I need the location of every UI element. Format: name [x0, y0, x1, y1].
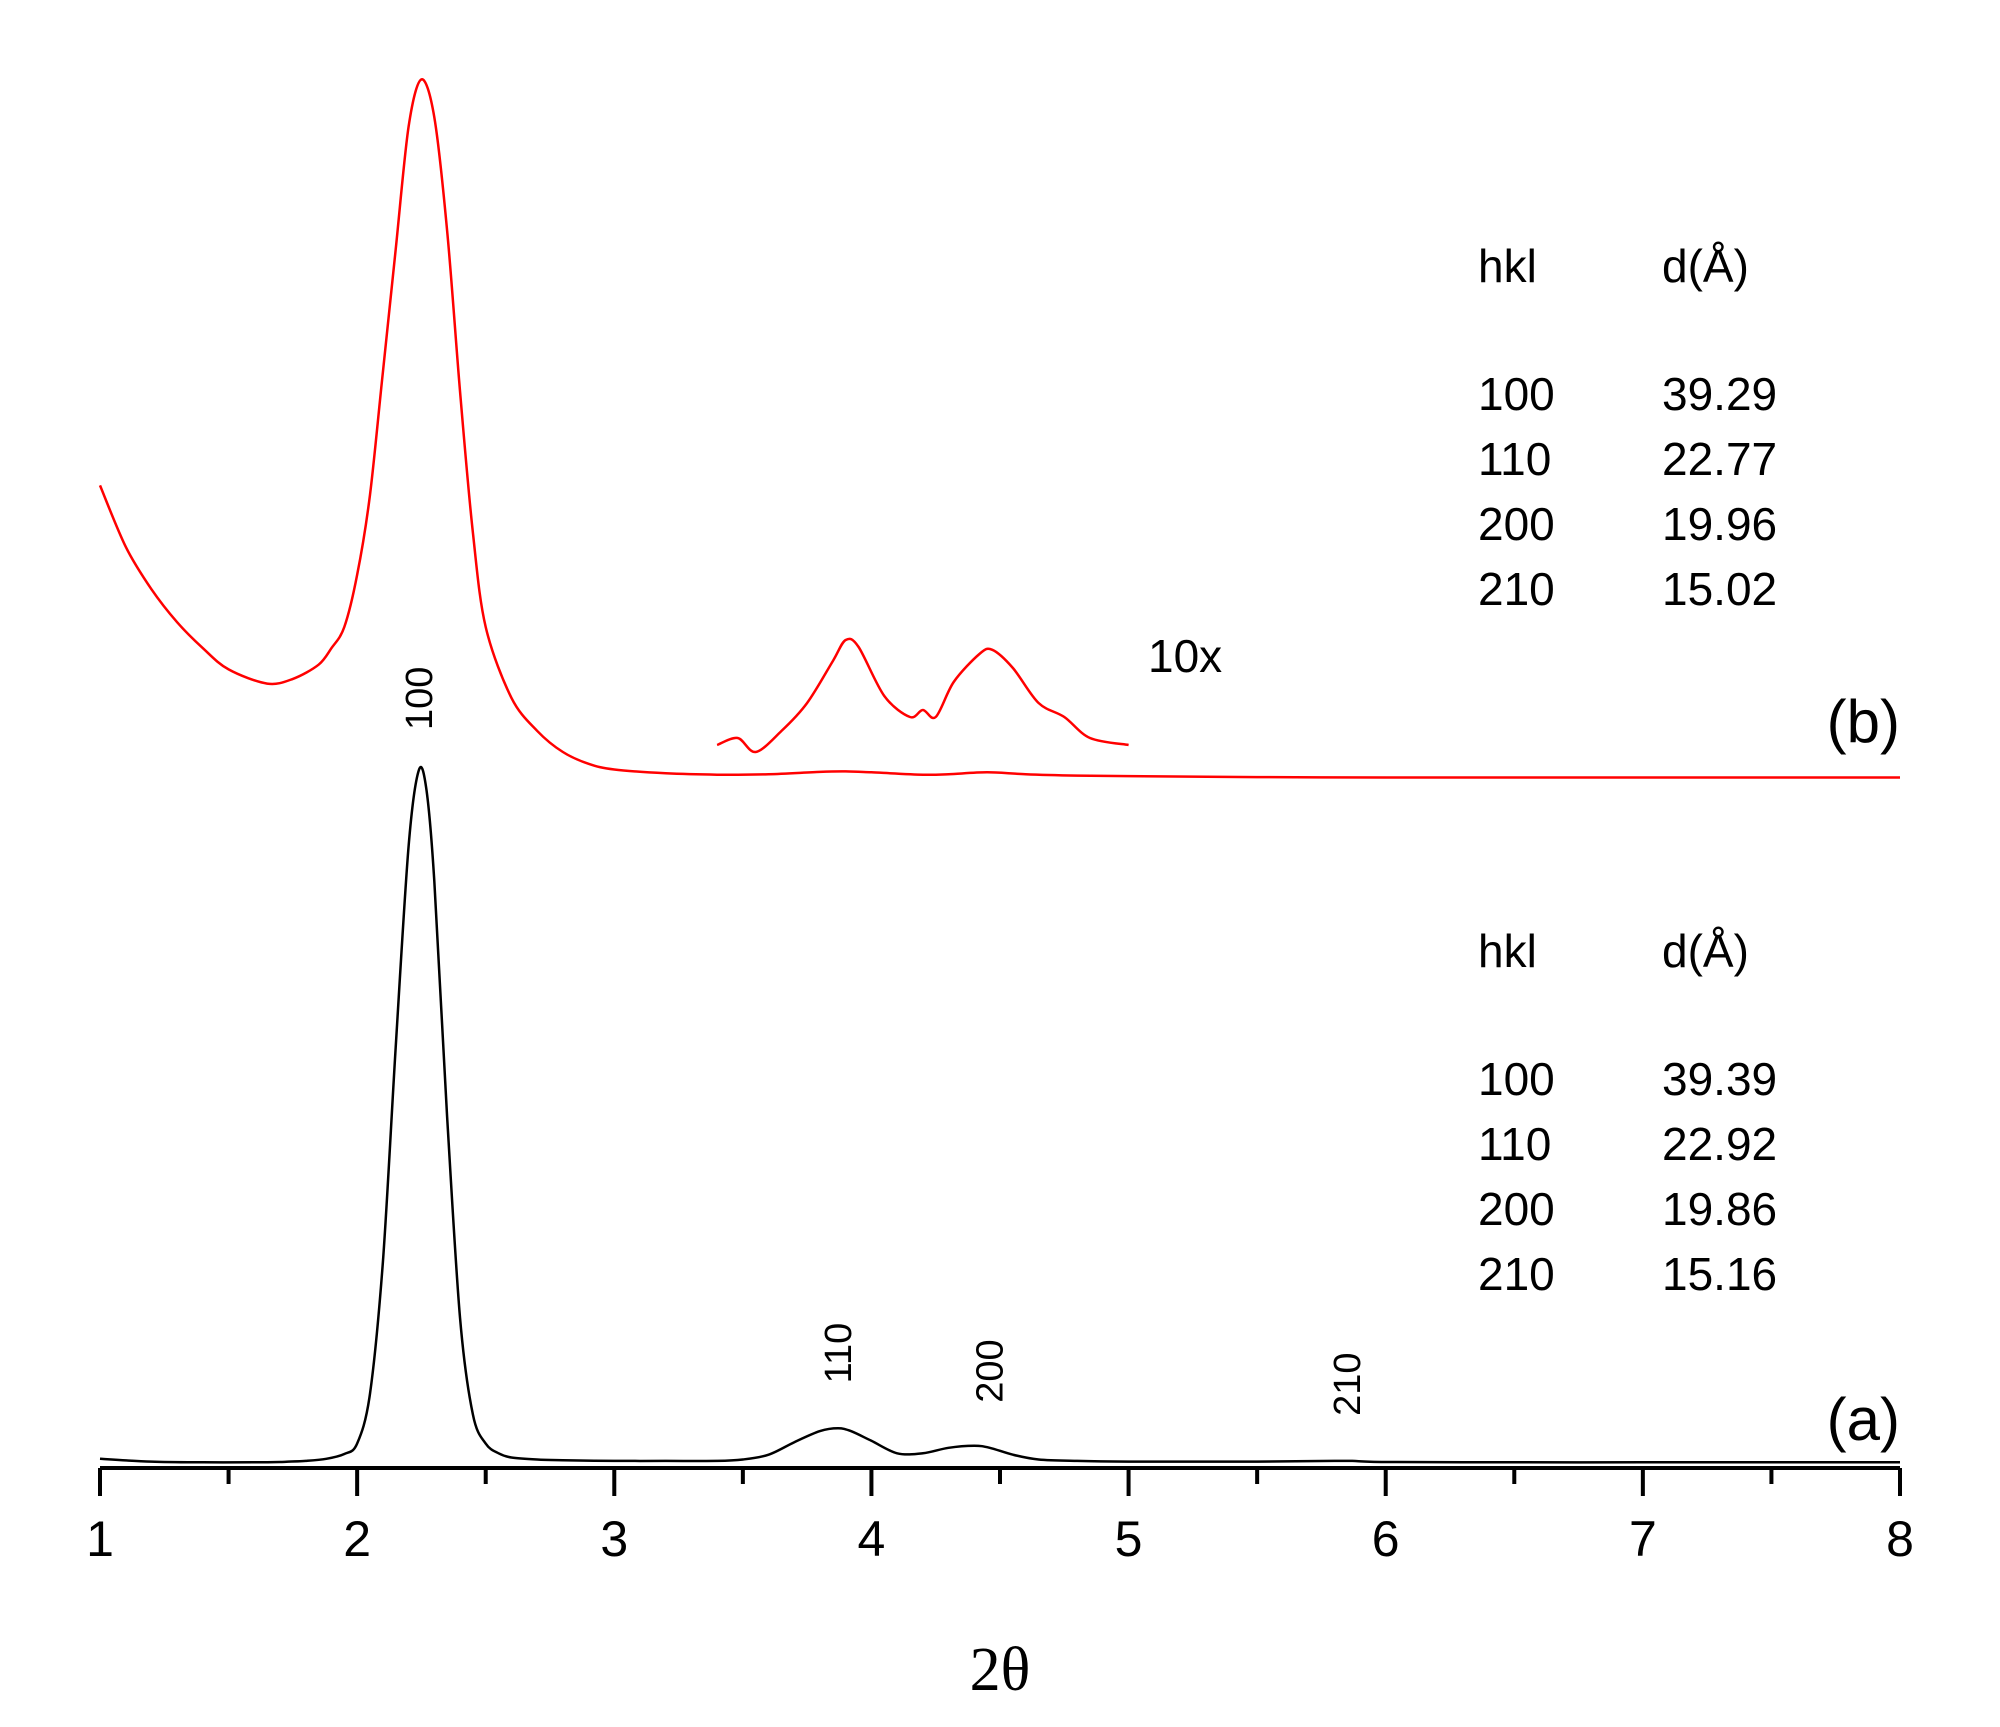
table-a-hkl: 100 — [1478, 1053, 1555, 1105]
x-tick-label: 4 — [858, 1511, 886, 1567]
table-a-hkl: 200 — [1478, 1183, 1555, 1235]
table-b: hkl d(Å) 100 39.29 110 22.77 200 19.96 2… — [1478, 240, 1777, 615]
table-a-hkl: 110 — [1478, 1118, 1551, 1170]
curves-layer — [98, 78, 1900, 1464]
table-b-header-hkl: hkl — [1478, 240, 1537, 292]
table-b-hkl: 110 — [1478, 433, 1551, 485]
table-b-d: 19.96 — [1662, 498, 1777, 550]
table-b-d: 39.29 — [1662, 368, 1777, 420]
peak-label: 100 — [399, 667, 441, 730]
table-a: hkl d(Å) 100 39.39 110 22.92 200 19.86 2… — [1478, 925, 1777, 1300]
magnification-label: 10x — [1148, 630, 1222, 682]
series-line-1 — [98, 78, 1900, 779]
table-a-d: 15.16 — [1662, 1248, 1777, 1300]
table-b-header-d: d(Å) — [1662, 240, 1749, 292]
table-a-d: 22.92 — [1662, 1118, 1777, 1170]
curve-label-a: (a) — [1827, 1386, 1900, 1453]
peak-label: 210 — [1327, 1353, 1369, 1416]
table-b-d: 15.02 — [1662, 563, 1777, 615]
table-b-hkl: 200 — [1478, 498, 1555, 550]
x-axis-label: 2θ — [970, 1636, 1031, 1704]
series-line-2 — [716, 637, 1129, 754]
x-tick-label: 3 — [600, 1511, 628, 1567]
x-tick-label: 1 — [86, 1511, 114, 1567]
x-tick-label: 7 — [1629, 1511, 1657, 1567]
table-a-hkl: 210 — [1478, 1248, 1555, 1300]
table-b-d: 22.77 — [1662, 433, 1777, 485]
series-line-0 — [99, 765, 1900, 1464]
x-tick-label: 2 — [343, 1511, 371, 1567]
x-tick-label: 5 — [1115, 1511, 1143, 1567]
x-axis: 1 2 3 4 5 6 7 8 — [86, 1466, 1914, 1567]
x-tick-label: 8 — [1886, 1511, 1914, 1567]
peak-label: 200 — [970, 1339, 1012, 1402]
peak-labels: 100 110 200 210 — [399, 667, 1369, 1416]
table-a-header-hkl: hkl — [1478, 925, 1537, 977]
table-a-d: 19.86 — [1662, 1183, 1777, 1235]
curve-label-b: (b) — [1827, 688, 1900, 755]
table-b-hkl: 100 — [1478, 368, 1555, 420]
peak-label: 110 — [818, 1323, 860, 1384]
table-a-header-d: d(Å) — [1662, 925, 1749, 977]
x-tick-label: 6 — [1372, 1511, 1400, 1567]
table-a-d: 39.39 — [1662, 1053, 1777, 1105]
table-b-hkl: 210 — [1478, 563, 1555, 615]
